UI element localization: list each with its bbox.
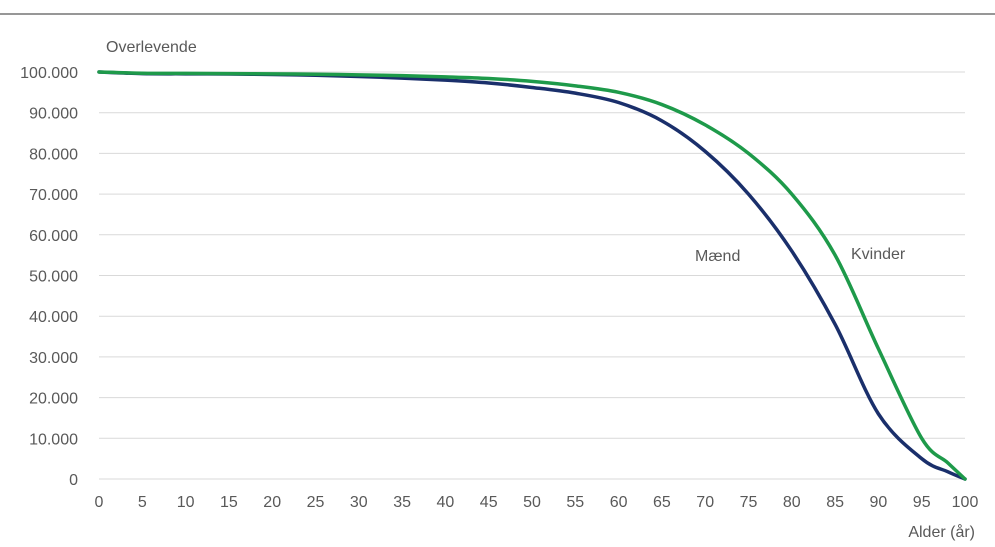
x-tick-label: 65 (653, 494, 671, 511)
x-tick-label: 70 (696, 494, 714, 511)
x-tick-label: 35 (393, 494, 411, 511)
gridlines (99, 71, 965, 480)
x-tick-label: 45 (480, 494, 498, 511)
series-line-kvinder (97, 70, 967, 481)
x-tick-label: 60 (610, 494, 628, 511)
y-tick-label: 100.000 (20, 65, 78, 82)
x-tick-labels: 0 5 10 15 20 25 30 35 40 45 50 55 60 65 70 75 80 85 90 95 10… (95, 494, 979, 511)
x-tick-label: 25 (307, 494, 325, 511)
y-tick-labels: 0 10.000 20.000 30.000 40.000 50.000 60.000 70.… (20, 65, 78, 489)
y-tick-label: 30.000 (29, 350, 78, 367)
x-tick-label: 20 (263, 494, 281, 511)
y-tick-label: 20.000 (29, 391, 78, 408)
y-tick-label: 80.000 (29, 146, 78, 163)
x-tick-label: 100 (952, 494, 979, 511)
series-lines (97, 70, 967, 481)
x-tick-label: 0 (95, 494, 104, 511)
y-tick-label: 90.000 (29, 106, 78, 123)
x-tick-label: 85 (826, 494, 844, 511)
y-tick-label: 10.000 (29, 431, 78, 448)
x-tick-label: 15 (220, 494, 238, 511)
x-tick-label: 40 (437, 494, 455, 511)
x-tick-label: 75 (740, 494, 758, 511)
x-axis-title: Alder (år) (908, 523, 975, 541)
x-tick-label: 90 (870, 494, 888, 511)
x-tick-label: 95 (913, 494, 931, 511)
x-tick-label: 55 (566, 494, 584, 511)
y-axis-title: Overlevende (106, 39, 197, 56)
y-tick-label: 0 (69, 472, 78, 489)
x-tick-label: 30 (350, 494, 368, 511)
x-tick-label: 80 (783, 494, 801, 511)
series-label-maend: Mænd (695, 248, 740, 265)
y-tick-label: 40.000 (29, 309, 78, 326)
x-tick-label: 10 (177, 494, 195, 511)
series-label-kvinder: Kvinder (851, 246, 906, 263)
y-tick-label: 60.000 (29, 228, 78, 245)
y-tick-label: 70.000 (29, 187, 78, 204)
x-tick-label: 50 (523, 494, 541, 511)
y-tick-label: 50.000 (29, 269, 78, 286)
x-tick-label: 5 (138, 494, 147, 511)
